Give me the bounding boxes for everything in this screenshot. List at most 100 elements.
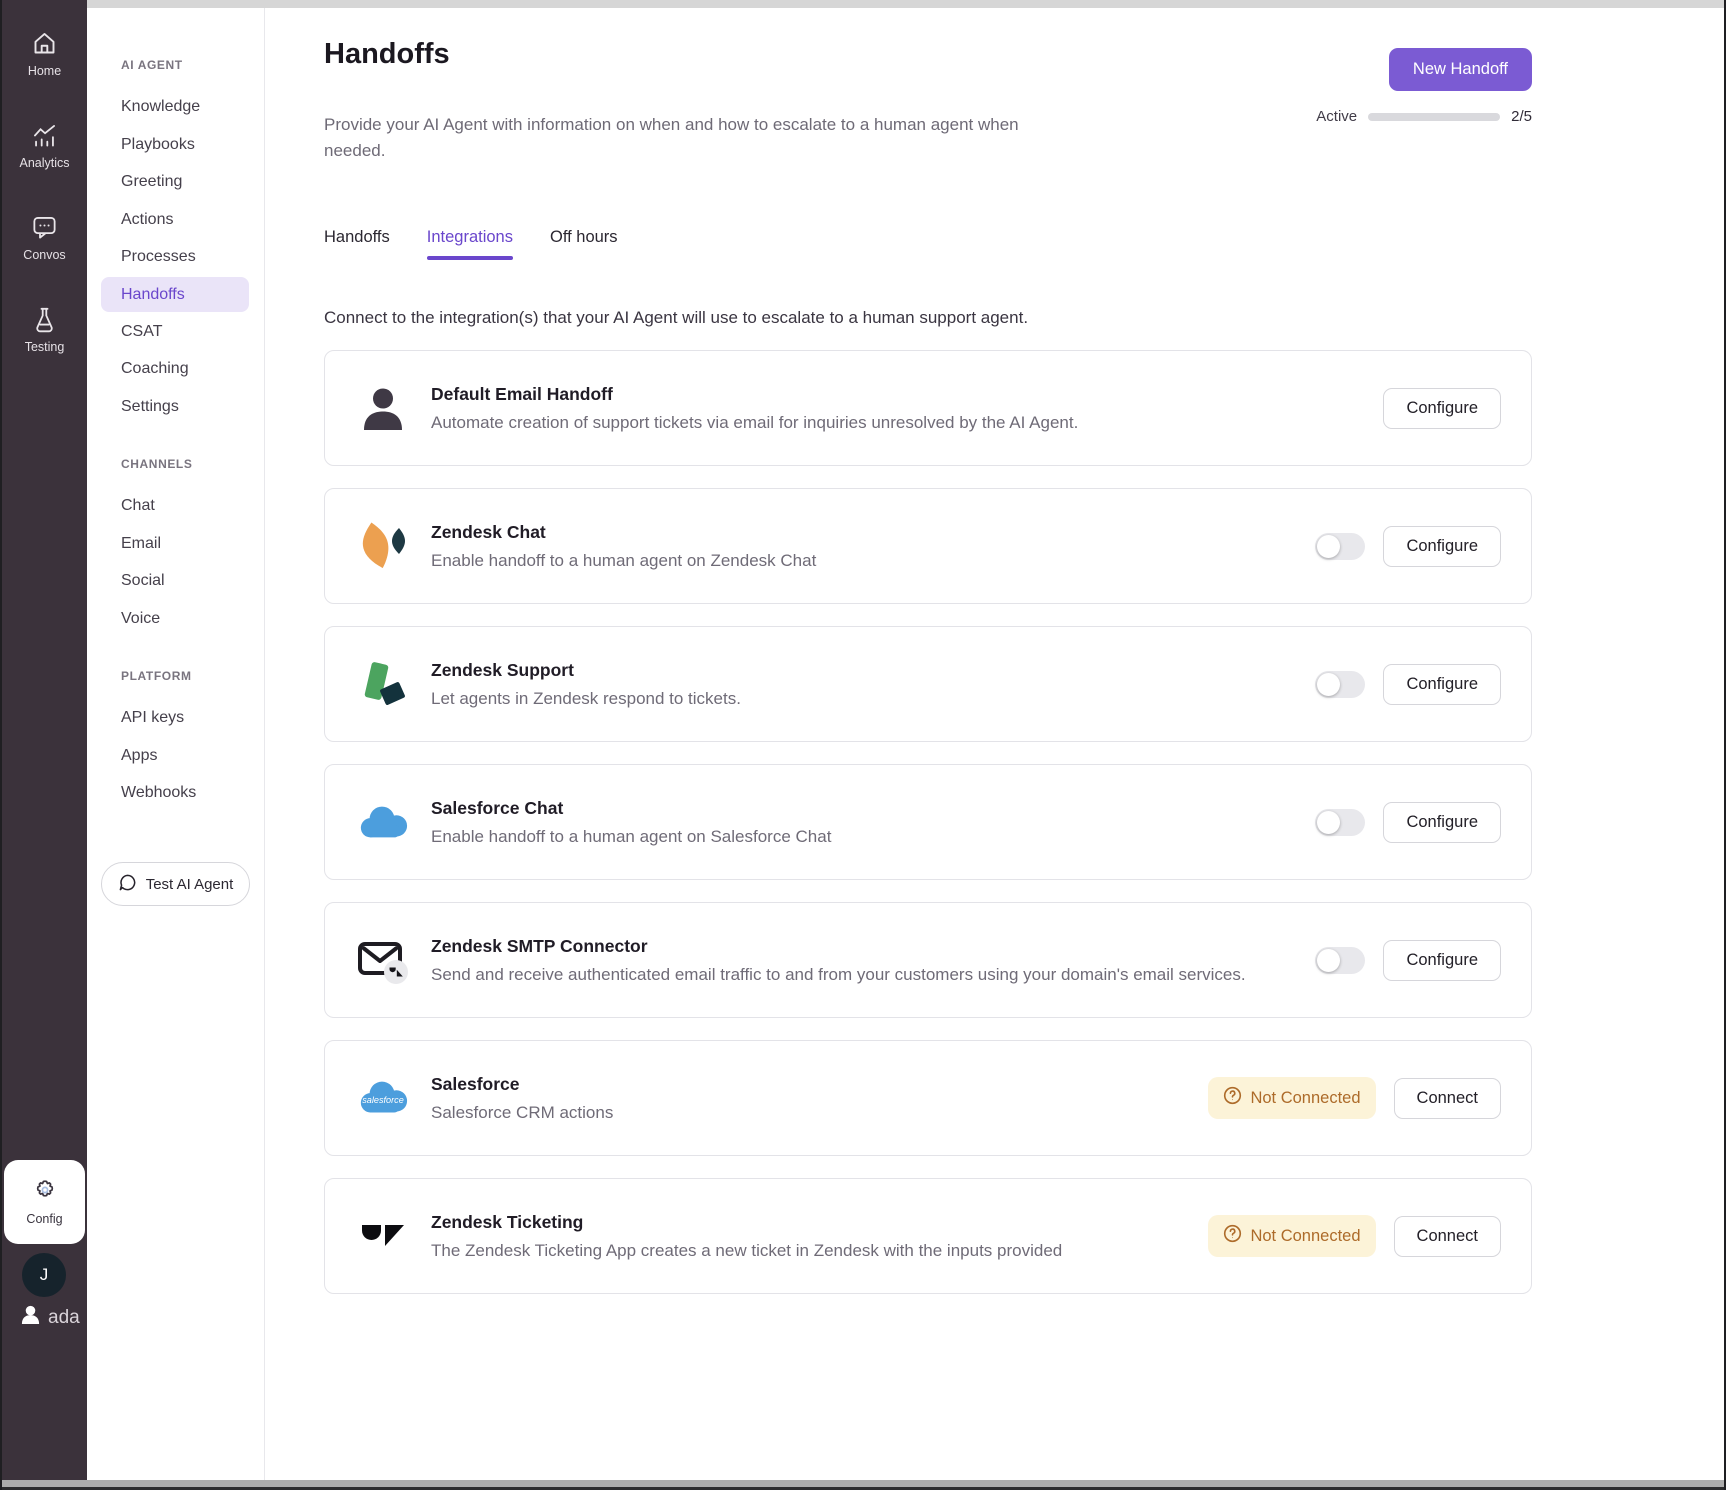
integration-card-zendesk-ticketing: Zendesk Ticketing The Zendesk Ticketing A… — [324, 1178, 1532, 1294]
sidebar-item-csat[interactable]: CSAT — [121, 322, 163, 340]
integration-card-default-email-handoff: Default Email Handoff Automate creation o… — [324, 350, 1532, 466]
badge-label: Not Connected — [1250, 1226, 1361, 1245]
integration-description: Automate creation of support tickets via… — [431, 412, 1079, 432]
testing-icon — [31, 306, 58, 333]
tab-off-hours[interactable]: Off hours — [549, 228, 618, 246]
sidebar-section-title: CHANNELS — [121, 457, 193, 471]
integration-card-zendesk-support: Zendesk Support Let agents in Zendesk res… — [324, 626, 1532, 742]
rail-item-label: Home — [27, 64, 62, 78]
zendesk-chat-icon — [357, 520, 409, 572]
sidebar-item-knowledge[interactable]: Knowledge — [121, 98, 201, 115]
rail-item-analytics[interactable]: Analytics — [2, 122, 87, 170]
rail-item-label: Analytics — [19, 156, 70, 170]
ada-logo: ada — [20, 1304, 80, 1331]
integration-name: Zendesk SMTP Connector — [431, 935, 648, 956]
svg-text:salesforce: salesforce — [362, 1095, 404, 1105]
integration-description: The Zendesk Ticketing App creates a new … — [431, 1240, 1063, 1260]
salesforce-logo: salesforce — [357, 1079, 409, 1117]
integration-name: Zendesk Chat — [431, 521, 546, 542]
badge-label: Not Connected — [1250, 1088, 1361, 1107]
sidebar-item-greeting[interactable]: Greeting — [121, 173, 183, 190]
integration-card-salesforce: salesforce Salesforce Salesforce CRM actio… — [324, 1040, 1532, 1156]
rail-item-home[interactable]: Home — [2, 30, 87, 78]
question-circle-icon[interactable] — [1223, 1086, 1242, 1110]
active-handoffs-meter: Active 2/5 — [1316, 108, 1532, 125]
zendesk-support-icon — [357, 661, 409, 707]
integration-description: Send and receive authenticated email tra… — [431, 964, 1246, 984]
integration-name: Salesforce — [431, 1073, 520, 1094]
tab-bar: Handoffs Integrations Off hours — [324, 228, 618, 260]
not-connected-badge: Not Connected — [1208, 1215, 1376, 1257]
zendesk-chat-configure-button[interactable]: Configure — [1383, 525, 1501, 567]
gear-icon — [33, 1178, 57, 1205]
new-handoff-button[interactable]: New Handoff — [1388, 48, 1532, 91]
default-email-handoff-configure-button[interactable]: Configure — [1383, 387, 1501, 429]
email-zendesk-icon — [357, 935, 409, 985]
active-progress-bar — [1368, 112, 1501, 121]
sidebar-item-coaching[interactable]: Coaching — [121, 360, 189, 377]
rail-item-label: Testing — [24, 340, 65, 354]
primary-nav-rail: Home Analytics Convos Testing Config J ada — [2, 0, 87, 1480]
not-connected-badge: Not Connected — [1208, 1077, 1376, 1119]
salesforce-connect-button[interactable]: Connect — [1393, 1077, 1501, 1119]
integration-name: Zendesk Ticketing — [431, 1211, 584, 1232]
sidebar-item-processes[interactable]: Processes — [121, 248, 196, 265]
integration-description: Let agents in Zendesk respond to tickets… — [431, 688, 741, 708]
sidebar-item-label: Config — [26, 1212, 63, 1226]
active-label: Active — [1316, 108, 1358, 125]
sidebar-item-handoffs[interactable]: Handoffs — [101, 276, 249, 312]
zendesk-smtp-connector-configure-button[interactable]: Configure — [1383, 939, 1501, 981]
tab-integrations[interactable]: Integrations — [426, 228, 514, 260]
integration-name: Zendesk Support — [431, 659, 574, 680]
horizontal-scrollbar[interactable] — [2, 1480, 1724, 1490]
sidebar-item-actions[interactable]: Actions — [121, 210, 174, 228]
integration-card-salesforce-chat: Salesforce Chat Enable handoff to a human… — [324, 764, 1532, 880]
ada-person-icon — [20, 1304, 41, 1331]
sidebar-item-settings[interactable]: Settings — [121, 397, 179, 415]
sidebar-section-title: PLATFORM — [121, 669, 192, 683]
zendesk-chat-toggle[interactable] — [1315, 532, 1366, 560]
integration-name: Default Email Handoff — [431, 383, 613, 404]
sidebar-item-voice[interactable]: Voice — [121, 609, 161, 627]
analytics-icon — [31, 122, 58, 149]
sidebar-item-config[interactable]: Config — [4, 1160, 85, 1244]
integration-list: Default Email Handoff Automate creation o… — [324, 350, 1532, 1294]
rail-item-testing[interactable]: Testing — [2, 306, 87, 354]
salesforce-chat-configure-button[interactable]: Configure — [1383, 801, 1501, 843]
zendesk-support-configure-button[interactable]: Configure — [1383, 663, 1501, 705]
rail-item-convos[interactable]: Convos — [2, 214, 87, 262]
integration-description: Enable handoff to a human agent on Zende… — [431, 550, 817, 570]
active-count: 2/5 — [1511, 108, 1532, 125]
brand-name: ada — [48, 1306, 80, 1328]
sidebar-item-chat[interactable]: Chat — [121, 497, 155, 514]
zendesk-smtp-connector-toggle[interactable] — [1315, 946, 1366, 974]
page-title: Handoffs — [324, 38, 450, 70]
avatar[interactable]: J — [22, 1253, 66, 1297]
integrations-intro: Connect to the integration(s) that your … — [324, 308, 1029, 327]
integration-card-zendesk-smtp-connector: Zendesk SMTP Connector Send and receive a… — [324, 902, 1532, 1018]
page-description: Provide your AI Agent with information o… — [324, 115, 1019, 160]
sidebar-item-social[interactable]: Social — [121, 572, 165, 589]
main-panel: Handoffs New Handoff Active 2/5 Provide … — [265, 8, 1724, 1480]
sidebar-section-title: AI AGENT — [121, 58, 183, 72]
salesforce-cloud-icon — [357, 803, 409, 841]
sidebar-item-webhooks[interactable]: Webhooks — [121, 784, 197, 801]
window-top-edge — [87, 0, 1724, 8]
sidebar-item-apps[interactable]: Apps — [121, 746, 158, 764]
salesforce-chat-toggle[interactable] — [1315, 808, 1366, 836]
question-circle-icon[interactable] — [1223, 1224, 1242, 1248]
integration-name: Salesforce Chat — [431, 797, 564, 818]
tab-handoffs[interactable]: Handoffs — [324, 228, 390, 246]
zendesk-logo — [357, 1213, 409, 1259]
config-sidebar: AI AGENT Knowledge Playbooks Greeting Action… — [87, 8, 265, 1480]
zendesk-support-toggle[interactable] — [1315, 670, 1366, 698]
integration-card-zendesk-chat: Zendesk Chat Enable handoff to a human ag… — [324, 488, 1532, 604]
sidebar-item-email[interactable]: Email — [121, 534, 162, 552]
sidebar-item-playbooks[interactable]: Playbooks — [121, 135, 195, 153]
sidebar-item-api-keys[interactable]: API keys — [121, 709, 185, 726]
integration-description: Enable handoff to a human agent on Sales… — [431, 826, 832, 846]
home-icon — [31, 30, 58, 57]
test-ai-agent-button[interactable]: Test AI Agent — [101, 862, 250, 906]
zendesk-ticketing-connect-button[interactable]: Connect — [1393, 1215, 1501, 1257]
